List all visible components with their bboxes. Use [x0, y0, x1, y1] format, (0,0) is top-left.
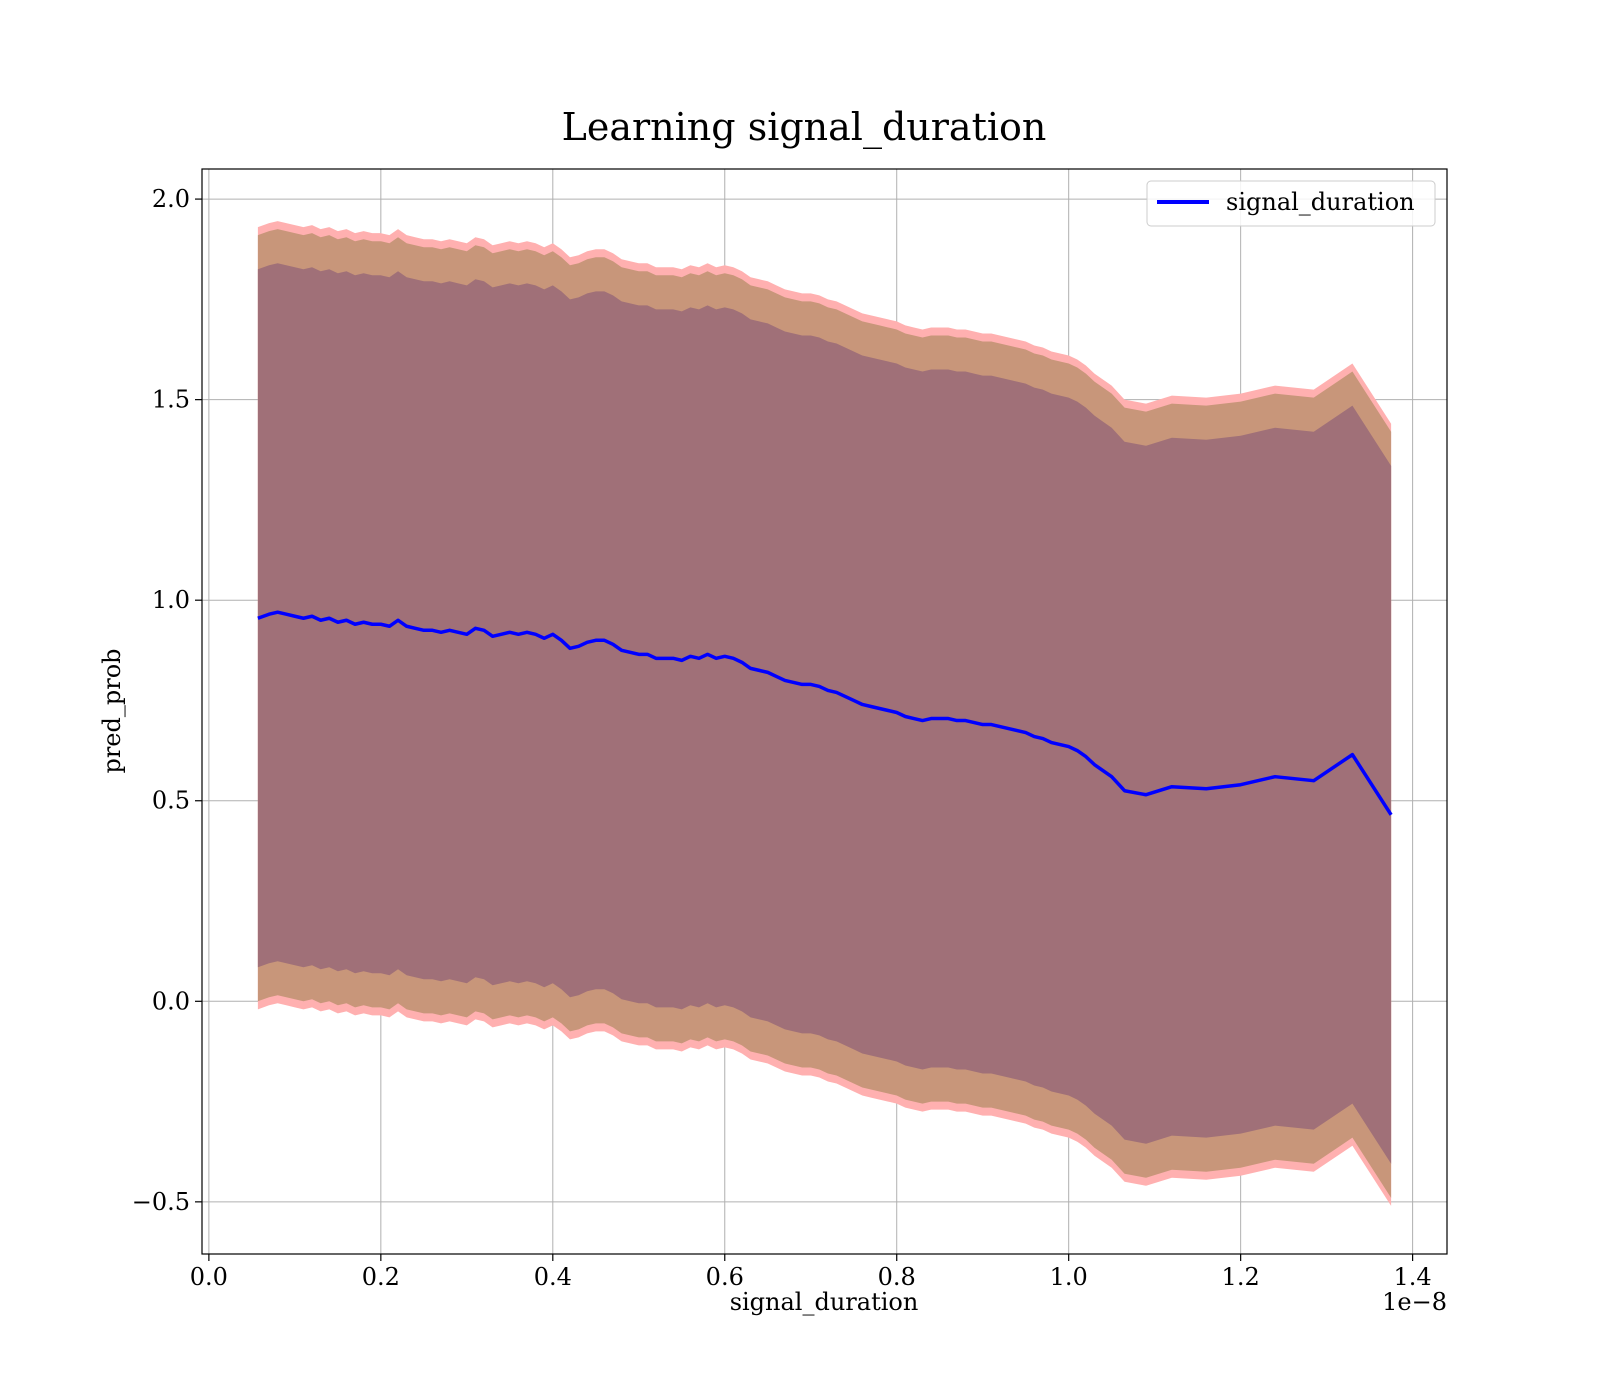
x-axis-ticks: 0.0 0.2 0.4 0.6 0.8 1.0 1.2 1.4 [190, 1254, 1432, 1291]
y-tick-label: 1.0 [152, 586, 190, 614]
confidence-bands [257, 221, 1392, 1206]
y-axis-ticks: −0.5 0.0 0.5 1.0 1.5 2.0 [132, 185, 202, 1216]
y-tick-label: 1.5 [152, 386, 190, 414]
legend: signal_duration [1146, 180, 1436, 227]
x-tick-label: 0.0 [190, 1263, 228, 1291]
series-line-signal-duration [257, 610, 1393, 816]
x-tick-label: 1.4 [1394, 1263, 1432, 1291]
chart-title: Learning signal_duration [562, 105, 1047, 150]
y-axis-label: pred_prob [98, 648, 126, 773]
y-tick-label: −0.5 [132, 1188, 190, 1216]
x-tick-label: 1.0 [1050, 1263, 1088, 1291]
series-lines [257, 610, 1393, 816]
y-tick-label: 0.5 [152, 787, 190, 815]
x-axis-label: signal_duration [730, 1288, 919, 1316]
legend-box [1146, 180, 1436, 227]
y-tick-label: 2.0 [152, 185, 190, 213]
y-tick-label: 0.0 [152, 987, 190, 1015]
x-axis-offset-label: 1e−8 [1382, 1288, 1447, 1316]
legend-label: signal_duration [1226, 188, 1415, 216]
x-tick-label: 0.8 [878, 1263, 916, 1291]
x-tick-label: 0.6 [706, 1263, 744, 1291]
x-tick-label: 0.4 [534, 1263, 572, 1291]
x-tick-label: 0.2 [362, 1263, 400, 1291]
x-tick-label: 1.2 [1222, 1263, 1260, 1291]
plot-frame [201, 168, 1448, 1255]
band-inner [257, 263, 1392, 1164]
